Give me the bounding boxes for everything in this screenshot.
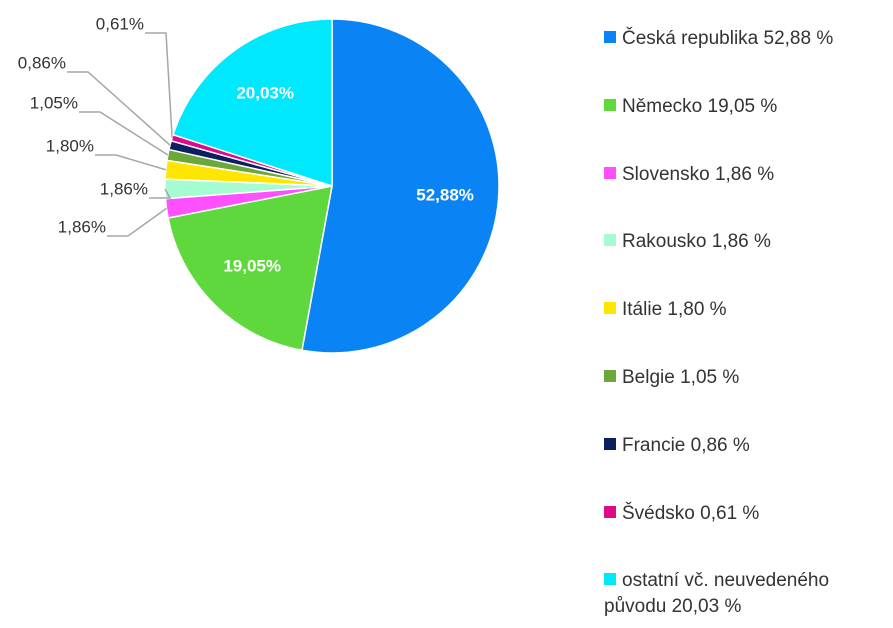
legend-swatch [604,302,616,315]
legend-label: Belgie 1,05 % [622,367,740,388]
pie-slice [167,185,333,352]
pie-slice [172,18,333,188]
pie-slice [301,18,500,354]
legend-swatch [604,437,616,450]
leader-line [95,154,167,171]
chart: 52,88% 19,05% 1,86% 1,86% 1,80% 1,05% 0,86% 0,6… [18,14,500,354]
leader-line [79,111,169,156]
leader-line [107,207,167,237]
legend-item: Německo 19,05 % [604,94,889,120]
legend-item: ostatní vč. neuvedeného původu 20,03 % [604,568,889,620]
data-label: 52,88% [416,186,474,205]
legend-item: Francie 0,86 % [604,433,889,459]
legend-swatch [604,370,616,382]
legend-label: Česká republika 52,88 % [622,28,834,49]
leader-line [145,32,173,138]
data-label: 1,80% [46,136,94,155]
legend-swatch [604,505,616,518]
legend-label: ostatní vč. neuvedeného původu 20,03 % [604,570,830,618]
legend-swatch [604,166,616,179]
legend-label: Francie 0,86 % [622,434,750,456]
legend-swatch [604,234,616,247]
legend-item: Belgie 1,05 % [604,365,889,391]
legend-label: Itálie 1,80 % [622,299,727,321]
legend-item: Rakousko 1,86 % [604,229,889,255]
legend-label: Německo 19,05 % [622,95,778,117]
legend-label: Rakousko 1,86 % [622,231,771,253]
legend-item: Švédsko 0,61 % [604,501,889,527]
data-label: 0,86% [18,53,66,72]
data-label: 1,86% [58,217,106,236]
data-label: 1,05% [30,93,78,112]
data-label: 19,05% [223,256,281,275]
leader-line [149,188,172,199]
data-label: 0,61% [96,14,144,33]
leader-line [67,71,171,146]
data-label: 1,86% [100,179,148,198]
legend-label: Slovensko 1,86 % [622,163,775,185]
legend-item: Itálie 1,80 % [604,297,889,323]
data-label: 20,03% [236,84,294,103]
legend-item: Česká republika 52,88 % [604,26,889,52]
legend-swatch [604,573,616,586]
legend-swatch [604,31,616,43]
legend-label: Švédsko 0,61 % [622,502,760,524]
legend-swatch [604,98,616,111]
legend-item: Slovensko 1,86 % [604,162,889,188]
